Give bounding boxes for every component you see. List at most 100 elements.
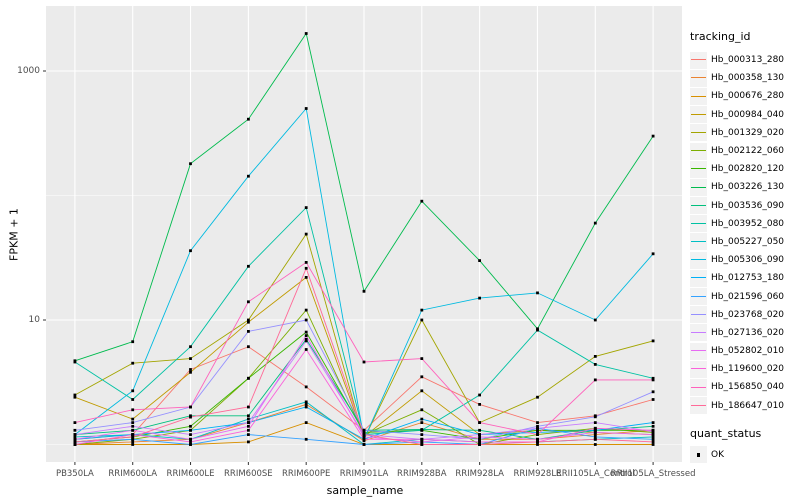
data-point [189,370,192,374]
y-axis-title: FPKM + 1 [7,208,21,261]
legend-item-Hb_002820_120: Hb_002820_120 [690,160,800,178]
quant-ok-key [690,446,707,464]
legend-label: Hb_156850_040 [711,382,785,393]
data-point [304,308,308,312]
data-point [131,443,135,446]
data-point [247,320,250,324]
data-point [189,415,192,419]
data-point [420,417,424,421]
data-point [593,431,597,434]
data-point [362,289,366,293]
data-point [131,424,135,428]
legend-key-swatch [690,106,707,124]
data-point [420,308,424,312]
data-point [593,443,597,446]
data-point [247,417,250,421]
legend-line-icon [691,222,706,224]
data-point [304,107,308,110]
data-point [189,368,192,371]
data-point [593,433,597,436]
data-point [651,390,655,394]
data-point [651,252,655,256]
legend-item-Hb_023768_020: Hb_023768_020 [690,306,800,324]
data-point [73,360,77,364]
legend-item-Hb_005306_090: Hb_005306_090 [690,251,800,269]
data-point [478,440,481,444]
legend-label: Hb_000984_040 [711,109,785,120]
data-point [478,437,481,441]
legend-title-tracking-id: tracking_id [690,30,751,43]
data-point [73,433,77,436]
legend-item-Hb_119600_020: Hb_119600_020 [690,360,800,378]
data-point [131,421,135,424]
legend-key-swatch [690,197,707,215]
legend-item-Hb_003952_080: Hb_003952_080 [690,215,800,233]
data-point [593,428,597,432]
data-point [73,443,77,446]
data-point [536,424,539,428]
data-point [593,221,597,225]
legend-key-swatch [690,51,707,69]
data-point [247,424,250,428]
legend-label: Hb_000358_130 [711,73,785,84]
data-point [593,415,597,419]
x-tick-label-PB350LA: PB350LA [55,469,94,479]
legend-key-swatch [690,87,707,105]
data-point [189,440,192,444]
data-point [651,378,655,382]
data-point [247,376,250,380]
legend-line-icon [691,131,706,133]
data-point [304,232,308,236]
legend-key-swatch [690,251,707,269]
legend-label: Hb_003226_130 [711,182,785,193]
data-point [304,276,308,279]
black-square-point-icon [697,453,701,457]
legend-line-icon [691,295,706,297]
data-point [73,421,77,424]
data-point [189,428,192,432]
data-point [593,435,597,439]
legend-line-icon [691,241,706,243]
x-tick-label-RRIM928LE: RRIM928LE [513,469,562,479]
legend-key-swatch [690,178,707,196]
legend-item-Hb_000984_040: Hb_000984_040 [690,106,800,124]
data-point [247,428,250,432]
legend-item-Hb_003536_090: Hb_003536_090 [690,197,800,215]
data-point [362,431,366,434]
data-point [478,259,481,262]
data-point [73,428,77,432]
legend-items: Hb_000313_280 Hb_000358_130 Hb_000676_280 H… [690,51,800,415]
data-point [651,134,655,138]
data-point [536,328,539,332]
legend-item-Hb_156850_040: Hb_156850_040 [690,378,800,396]
data-point [420,389,424,393]
data-point [593,437,597,441]
data-point [362,439,366,443]
data-point [304,318,308,322]
legend-key-swatch [690,233,707,251]
data-point [420,375,424,379]
legend-line-icon [691,313,706,315]
legend-item-Hb_000676_280: Hb_000676_280 [690,87,800,105]
data-point [304,400,308,404]
legend-label: Hb_005227_050 [711,236,785,247]
data-point [536,433,539,436]
data-point [478,428,481,432]
data-point [73,393,77,397]
data-point [593,378,597,382]
data-point [189,357,192,360]
data-point [304,405,308,409]
data-point [304,261,308,264]
legend-title-quant-status: quant_status [690,426,762,440]
quant-ok-label: OK [711,449,724,460]
data-point [536,421,539,424]
data-point [593,355,597,358]
data-point [247,414,250,418]
data-point [651,376,655,380]
x-tick-label-RRIM928BA: RRIM928BA [397,469,447,479]
data-point [247,174,250,178]
data-point [420,443,424,446]
data-point [536,426,539,430]
data-point [189,249,192,253]
data-point [304,206,308,209]
